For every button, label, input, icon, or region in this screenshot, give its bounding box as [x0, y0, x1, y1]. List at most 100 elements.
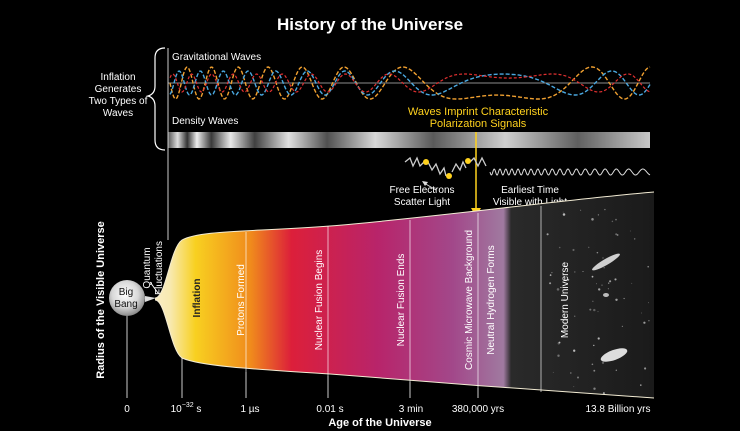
star-dot	[549, 282, 552, 285]
star-dot	[623, 297, 625, 300]
star-dot	[597, 337, 600, 340]
galaxy-image	[603, 293, 609, 297]
quantum-label-line: Fluctuations	[154, 241, 165, 295]
star-dot	[552, 371, 554, 373]
gravitational-wave-blue	[169, 70, 651, 96]
axis-tick: 0.01 s	[316, 404, 343, 415]
star-dot	[564, 262, 566, 264]
star-dot	[621, 325, 624, 328]
star-dot	[546, 233, 549, 236]
star-dot	[614, 278, 617, 281]
scatter-pointer-head	[422, 181, 428, 186]
star-dot	[562, 211, 564, 213]
free-light-wave	[489, 168, 651, 176]
star-dot	[593, 369, 596, 372]
star-dot	[596, 251, 599, 254]
density-waves-label: Density Waves	[172, 116, 238, 127]
side-label-line: Inflation	[100, 72, 135, 83]
electron-dot	[465, 158, 471, 164]
star-dot	[565, 304, 568, 306]
axis-tick-suffix: s	[194, 404, 202, 415]
era-label-protons: Protons Formed	[236, 264, 247, 336]
axis-tick: 380,000 yrs	[452, 404, 504, 415]
star-dot	[597, 311, 599, 313]
star-dot	[580, 209, 582, 211]
star-dot	[615, 233, 618, 236]
star-dot	[641, 312, 643, 314]
star-dot	[598, 288, 601, 291]
star-dot	[631, 282, 633, 284]
cone-upper-edge	[154, 191, 655, 299]
y-axis-title: Radius of the Visible Universe	[95, 221, 107, 379]
axis-tick: 13.8 Billion yrs	[585, 404, 650, 415]
star-dot	[602, 257, 604, 259]
quantum-pointer	[149, 281, 159, 294]
gravitational-wave-red	[169, 73, 651, 93]
polarization-label-line: Polarization Signals	[430, 118, 527, 130]
star-dot	[648, 302, 650, 304]
axis-tick: 1 µs	[240, 404, 259, 415]
star-dot	[648, 320, 650, 322]
star-dot	[601, 361, 605, 364]
star-dot	[569, 372, 572, 374]
star-dot	[572, 248, 575, 252]
photon-path	[451, 160, 467, 173]
star-dot	[582, 271, 584, 272]
big-bang-sphere	[109, 280, 145, 316]
quantum-label-line: Quantum	[142, 247, 153, 288]
diagram-title: History of the Universe	[277, 15, 463, 34]
era-label-modern: Modern Universe	[560, 261, 571, 338]
star-dot	[615, 218, 617, 221]
polarization-label-line: Waves Imprint Characteristic	[408, 106, 549, 118]
era-label-inflation: Inflation	[192, 279, 203, 318]
star-dot	[591, 363, 594, 366]
star-dot	[603, 267, 605, 269]
star-dot	[643, 321, 646, 324]
star-dot	[596, 283, 598, 285]
side-label-line: Two Types of	[89, 96, 148, 107]
big-bang-label-line: Bang	[114, 299, 137, 310]
era-label-fusion-ends: Nuclear Fusion Ends	[396, 254, 407, 347]
big-bang-label-line: Big	[119, 287, 133, 298]
earliest-label-line: Visible with Light	[493, 197, 568, 208]
star-dot	[601, 284, 603, 286]
star-dot	[573, 386, 575, 388]
axis-tick: 3 min	[399, 404, 423, 415]
star-dot	[574, 315, 576, 317]
gravitational-waves-label: Gravitational Waves	[172, 52, 261, 63]
star-dot	[593, 387, 596, 390]
star-dot	[629, 230, 631, 232]
axis-tick-base: 10	[171, 404, 183, 415]
wave-bracket	[145, 47, 166, 151]
era-label-cmb: Cosmic Microwave Background	[464, 230, 475, 370]
star-dot	[577, 376, 579, 379]
electron-dot	[446, 173, 452, 179]
photon-path	[404, 156, 425, 168]
star-dot	[611, 220, 614, 223]
star-dot	[589, 308, 592, 311]
scatter-label-line: Free Electrons	[389, 185, 454, 196]
star-dot	[574, 271, 576, 273]
axis-tick-exponent: −32	[182, 402, 194, 409]
star-dot	[558, 341, 561, 344]
star-dot	[609, 280, 612, 283]
star-dot	[615, 298, 618, 302]
cone-lower-edge	[154, 299, 655, 399]
side-label-line: Generates	[95, 84, 142, 95]
star-dot	[587, 246, 590, 249]
electron-dot	[423, 159, 429, 165]
photon-path	[427, 161, 447, 177]
star-dot	[633, 238, 636, 240]
photon-path	[469, 156, 487, 168]
density-wave-band	[168, 132, 650, 148]
star-dot	[608, 282, 610, 284]
star-dot	[616, 234, 619, 236]
galaxy-field	[546, 208, 650, 395]
star-dot	[607, 288, 609, 290]
galaxy-image	[592, 253, 620, 271]
star-dot	[647, 265, 649, 268]
era-label-neutral-hydrogen: Neutral Hydrogen Forms	[486, 245, 497, 354]
star-dot	[604, 208, 606, 211]
galaxy-image	[600, 348, 628, 362]
